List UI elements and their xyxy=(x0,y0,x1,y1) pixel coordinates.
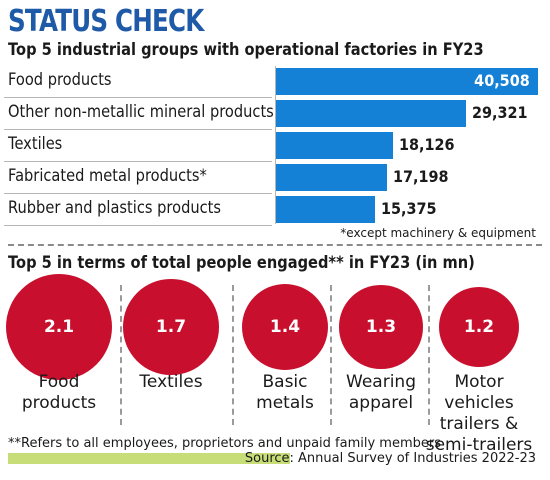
bubble-chart-title: Top 5 in terms of total people engaged**… xyxy=(8,253,475,273)
bar xyxy=(276,68,538,95)
row-divider xyxy=(4,193,272,194)
bar xyxy=(276,196,376,223)
bar-axis-line xyxy=(275,66,276,224)
bubble-value-label: 2.1 xyxy=(43,317,75,337)
bubble-divider xyxy=(428,285,430,425)
bubble-value-label: 1.4 xyxy=(269,316,301,337)
section-divider xyxy=(8,244,542,246)
accent-bar xyxy=(8,453,290,464)
row-divider xyxy=(4,161,272,162)
bar-chart-note: *except machinery & equipment xyxy=(340,226,536,240)
bar-chart-title: Top 5 industrial groups with operational… xyxy=(8,40,484,60)
bubble-category-label: Textiles xyxy=(139,372,203,392)
bar xyxy=(276,164,388,191)
bar-value-label: 18,126 xyxy=(399,135,455,154)
page-title: STATUS CHECK xyxy=(8,4,204,39)
bubble-divider xyxy=(330,285,332,425)
bar-category-label: Food products xyxy=(8,70,112,90)
bar-category-label: Textiles xyxy=(8,134,63,154)
bubble: 1.4 xyxy=(241,283,329,371)
bubble-divider xyxy=(232,285,234,425)
bar-value-label: 40,508 xyxy=(474,71,530,90)
bar-value-label: 17,198 xyxy=(393,167,449,186)
bar-value-label: 29,321 xyxy=(471,103,528,122)
bubble: 1.7 xyxy=(123,279,219,375)
bubble-category-label: Basic metals xyxy=(256,372,314,413)
bubble-category-label: Wearing apparel xyxy=(346,372,416,413)
bubble-category-label: Food products xyxy=(21,372,97,413)
bubble-value-label: 1.7 xyxy=(155,316,187,337)
bubble: 1.2 xyxy=(438,286,520,368)
row-divider xyxy=(4,225,272,226)
bar-category-label: Fabricated metal products* xyxy=(8,166,207,186)
bar xyxy=(276,132,394,159)
bubble: 2.1 xyxy=(6,274,112,380)
bar-category-label: Other non-metallic mineral products xyxy=(8,102,274,122)
bubble-category-label: Motor vehicles trailers & semi-trailers xyxy=(425,372,533,455)
bubble-value-label: 1.3 xyxy=(365,316,397,337)
bubble-divider xyxy=(120,285,122,425)
bar xyxy=(276,100,466,127)
bar-value-label: 15,375 xyxy=(381,199,438,218)
bubble: 1.3 xyxy=(339,285,423,369)
bar-category-label: Rubber and plastics products xyxy=(8,198,221,218)
bubble-value-label: 1.2 xyxy=(463,316,495,337)
row-divider xyxy=(4,97,272,98)
row-divider xyxy=(4,129,272,130)
source-note: Source: Annual Survey of Industries 2022… xyxy=(244,451,536,466)
footnote: **Refers to all employees, proprietors a… xyxy=(8,436,441,451)
